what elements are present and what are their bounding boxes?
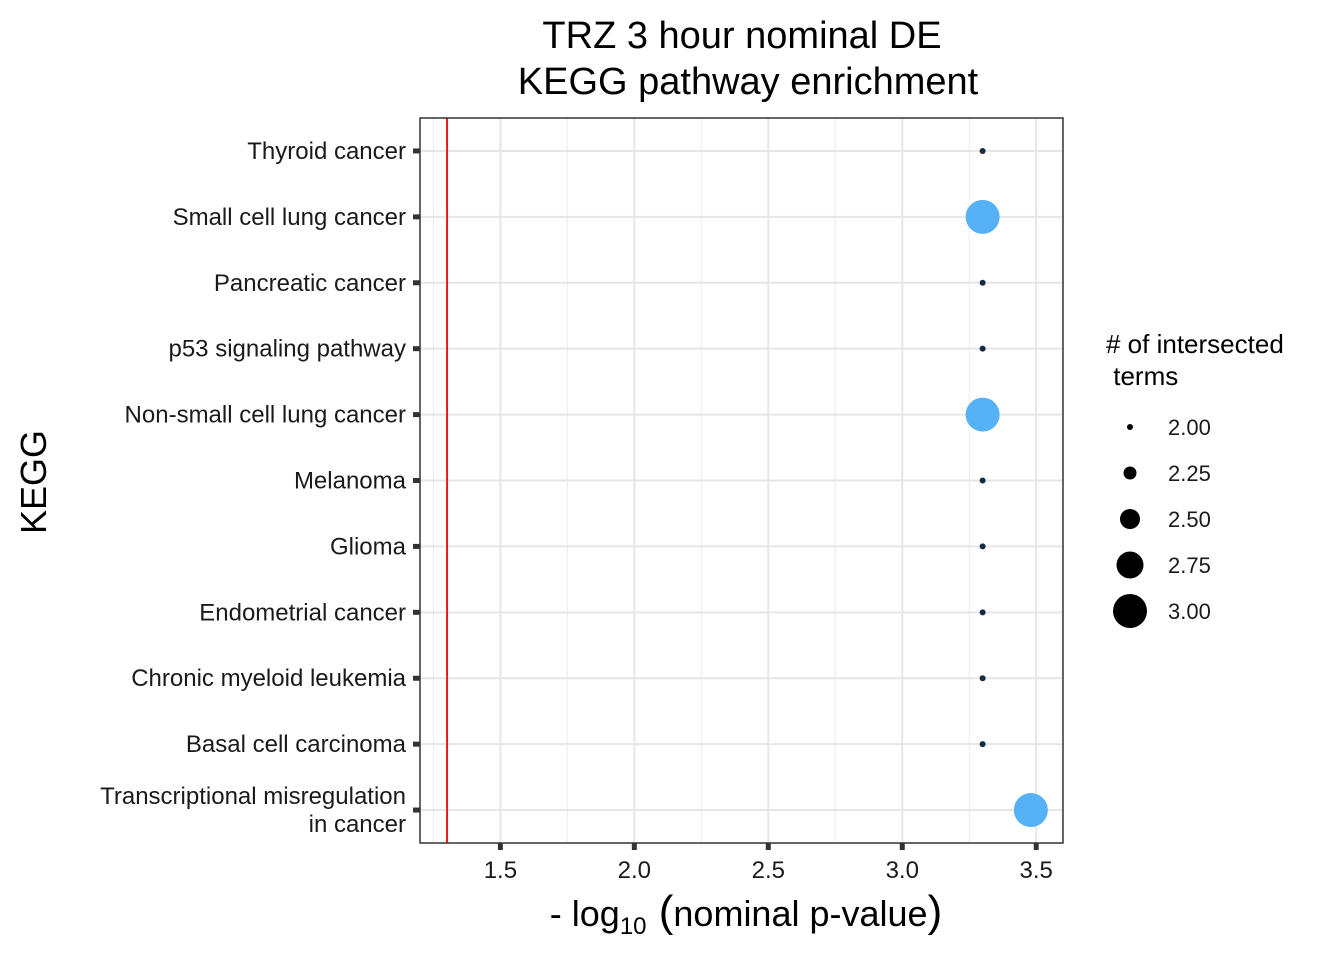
legend-key-label: 2.50 — [1168, 507, 1211, 532]
y-tick-label: Pancreatic cancer — [214, 270, 406, 297]
legend-key-circle — [1127, 424, 1133, 430]
x-axis-ticks: 1.5 2.0 2.5 3.0 3.5 — [484, 843, 1053, 884]
x-tick-label: 1.5 — [484, 857, 517, 884]
size-legend: # of intersected terms 2.00 2.25 2.50 2.75 3… — [1106, 329, 1284, 628]
plot-panel — [419, 117, 1064, 844]
x-tick-label: 3.0 — [886, 857, 919, 884]
chart-title-line-1: TRZ 3 hour nominal DE — [542, 15, 941, 57]
y-tick-label: Small cell lung cancer — [173, 204, 406, 231]
y-tick-label: Chronic myeloid leukemia — [131, 665, 406, 692]
legend-key-label: 2.00 — [1168, 415, 1211, 440]
data-point — [1013, 793, 1048, 828]
x-axis-title-open-paren: ( — [647, 887, 674, 936]
y-tick-label-line: Transcriptional misregulation — [100, 783, 406, 810]
data-point — [979, 543, 986, 550]
chart-title-line-2: KEGG pathway enrichment — [518, 61, 979, 103]
data-point — [979, 147, 986, 154]
x-axis-title: - log10 (nominal p-value) — [550, 887, 942, 940]
y-tick-label: p53 signaling pathway — [168, 336, 406, 363]
y-axis-title: KEGG — [13, 430, 54, 534]
y-tick-label-line: Small cell lung cancer — [173, 204, 406, 231]
data-point — [979, 477, 986, 484]
x-tick-label: 2.5 — [752, 857, 785, 884]
legend-key-circle — [1113, 594, 1147, 628]
legend-key-label: 2.25 — [1168, 461, 1211, 486]
x-axis-title-subscript: 10 — [620, 913, 647, 940]
data-point — [979, 741, 986, 748]
y-tick-label: Basal cell carcinoma — [186, 731, 407, 758]
data-point — [979, 609, 986, 616]
y-tick-label-line: Melanoma — [294, 468, 407, 495]
y-axis-ticks: Thyroid cancer Small cell lung cancer Panc… — [100, 138, 420, 838]
legend-title-line-2: terms — [1106, 361, 1178, 391]
legend-title-line-1: # of intersected — [1106, 329, 1284, 359]
x-tick-label: 3.5 — [1020, 857, 1053, 884]
y-tick-label: Thyroid cancer — [247, 138, 406, 165]
data-point — [965, 199, 1000, 234]
data-point — [965, 397, 1000, 432]
y-tick-label: Glioma — [330, 533, 407, 560]
x-axis-title-close-paren: ) — [928, 887, 943, 936]
data-point — [979, 675, 986, 682]
y-tick-label: Melanoma — [294, 468, 407, 495]
y-tick-label-line: Chronic myeloid leukemia — [131, 665, 406, 692]
legend-key-label: 2.75 — [1168, 553, 1211, 578]
data-point — [979, 279, 986, 286]
x-axis-title-prefix: - log — [550, 893, 620, 934]
data-point — [979, 345, 986, 352]
x-axis-title-suffix: nominal p-value — [673, 893, 927, 934]
y-tick-label-line: Pancreatic cancer — [214, 270, 406, 297]
legend-key-circle — [1116, 551, 1144, 579]
y-tick-label-line: Glioma — [330, 533, 407, 560]
y-tick-label-line: in cancer — [309, 811, 406, 838]
legend-key-circle — [1120, 509, 1140, 529]
y-tick-label-line: Thyroid cancer — [247, 138, 406, 165]
x-tick-label: 2.0 — [618, 857, 651, 884]
y-tick-label-line: p53 signaling pathway — [168, 336, 406, 363]
y-tick-label-line: Endometrial cancer — [199, 599, 406, 626]
legend-key-label: 3.00 — [1168, 599, 1211, 624]
y-tick-label-line: Basal cell carcinoma — [186, 731, 407, 758]
y-tick-label: Non-small cell lung cancer — [125, 402, 406, 429]
y-tick-label-line: Non-small cell lung cancer — [125, 402, 406, 429]
y-tick-label: Endometrial cancer — [199, 599, 406, 626]
legend-key-circle — [1123, 466, 1137, 480]
y-tick-label: Transcriptional misregulation in cancer — [100, 783, 406, 838]
